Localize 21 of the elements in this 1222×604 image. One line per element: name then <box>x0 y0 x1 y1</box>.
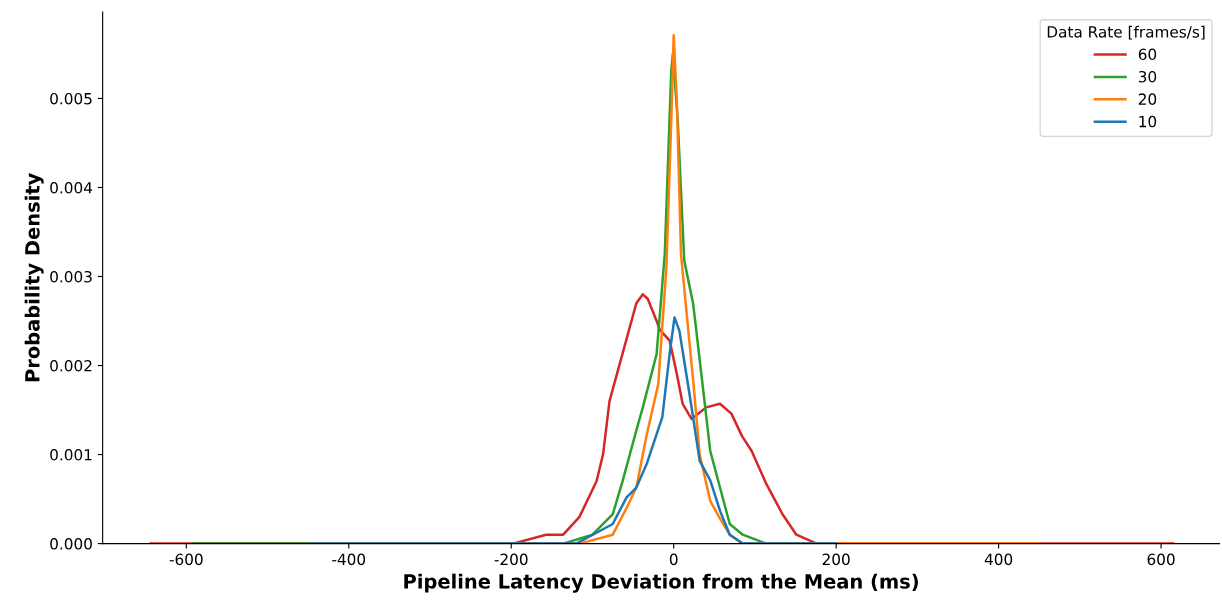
y-tick-label: 0.000 <box>50 538 92 550</box>
x-tick-label: 400 <box>984 553 1013 566</box>
legend-label: 20 <box>1138 93 1157 105</box>
x-axis-title: Pipeline Latency Deviation from the Mean (ms) <box>404 573 918 593</box>
x-tick-label: -400 <box>332 553 366 566</box>
x-tick-label: 200 <box>822 553 850 566</box>
y-tick-label: 0.004 <box>50 181 93 194</box>
legend-label: 60 <box>1138 48 1157 61</box>
y-tick-label: 0.002 <box>50 360 92 372</box>
y-tick-label: 0.005 <box>50 92 92 105</box>
y-tick-label: 0.003 <box>50 270 92 283</box>
legend-title: Data Rate [frames/s] <box>1047 25 1205 40</box>
x-tick-label: -600 <box>169 553 203 566</box>
x-tick-label: -200 <box>494 553 528 566</box>
legend-label: 10 <box>1139 115 1157 128</box>
x-tick-label: 600 <box>1147 553 1175 566</box>
line-series <box>309 316 838 544</box>
legend-label: 30 <box>1138 70 1157 83</box>
y-tick-label: 0.001 <box>50 449 92 461</box>
y-axis-title: Probability Density <box>24 173 44 382</box>
x-tick-label: 0 <box>669 553 678 566</box>
